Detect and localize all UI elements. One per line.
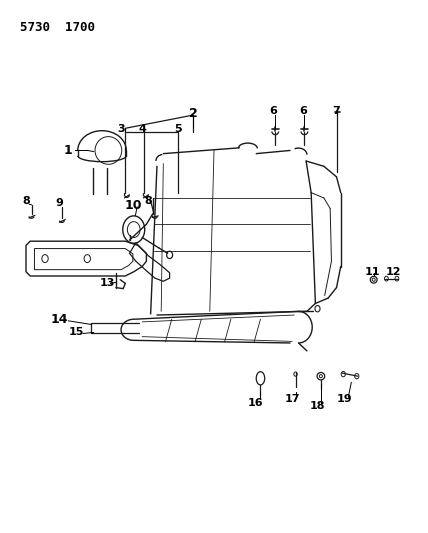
Text: 18: 18 (310, 401, 325, 411)
Text: 8: 8 (145, 196, 152, 206)
Text: 13: 13 (100, 278, 115, 288)
Text: 19: 19 (337, 394, 353, 405)
Text: 8: 8 (22, 196, 30, 206)
Text: 9: 9 (56, 198, 64, 208)
Text: 6: 6 (269, 106, 277, 116)
Text: 4: 4 (138, 124, 146, 134)
Text: 7: 7 (333, 106, 340, 116)
Text: 1: 1 (64, 144, 73, 157)
Text: 10: 10 (125, 199, 143, 212)
Text: 15: 15 (69, 327, 84, 337)
Text: 2: 2 (188, 107, 197, 120)
Text: 11: 11 (365, 267, 380, 277)
Text: 17: 17 (284, 394, 300, 405)
Text: 3: 3 (117, 124, 125, 134)
Text: 12: 12 (386, 267, 401, 277)
Text: 5730  1700: 5730 1700 (20, 21, 95, 34)
Text: 14: 14 (51, 313, 68, 326)
Text: 5: 5 (174, 124, 182, 134)
Text: 16: 16 (247, 398, 263, 408)
Text: 6: 6 (299, 106, 306, 116)
